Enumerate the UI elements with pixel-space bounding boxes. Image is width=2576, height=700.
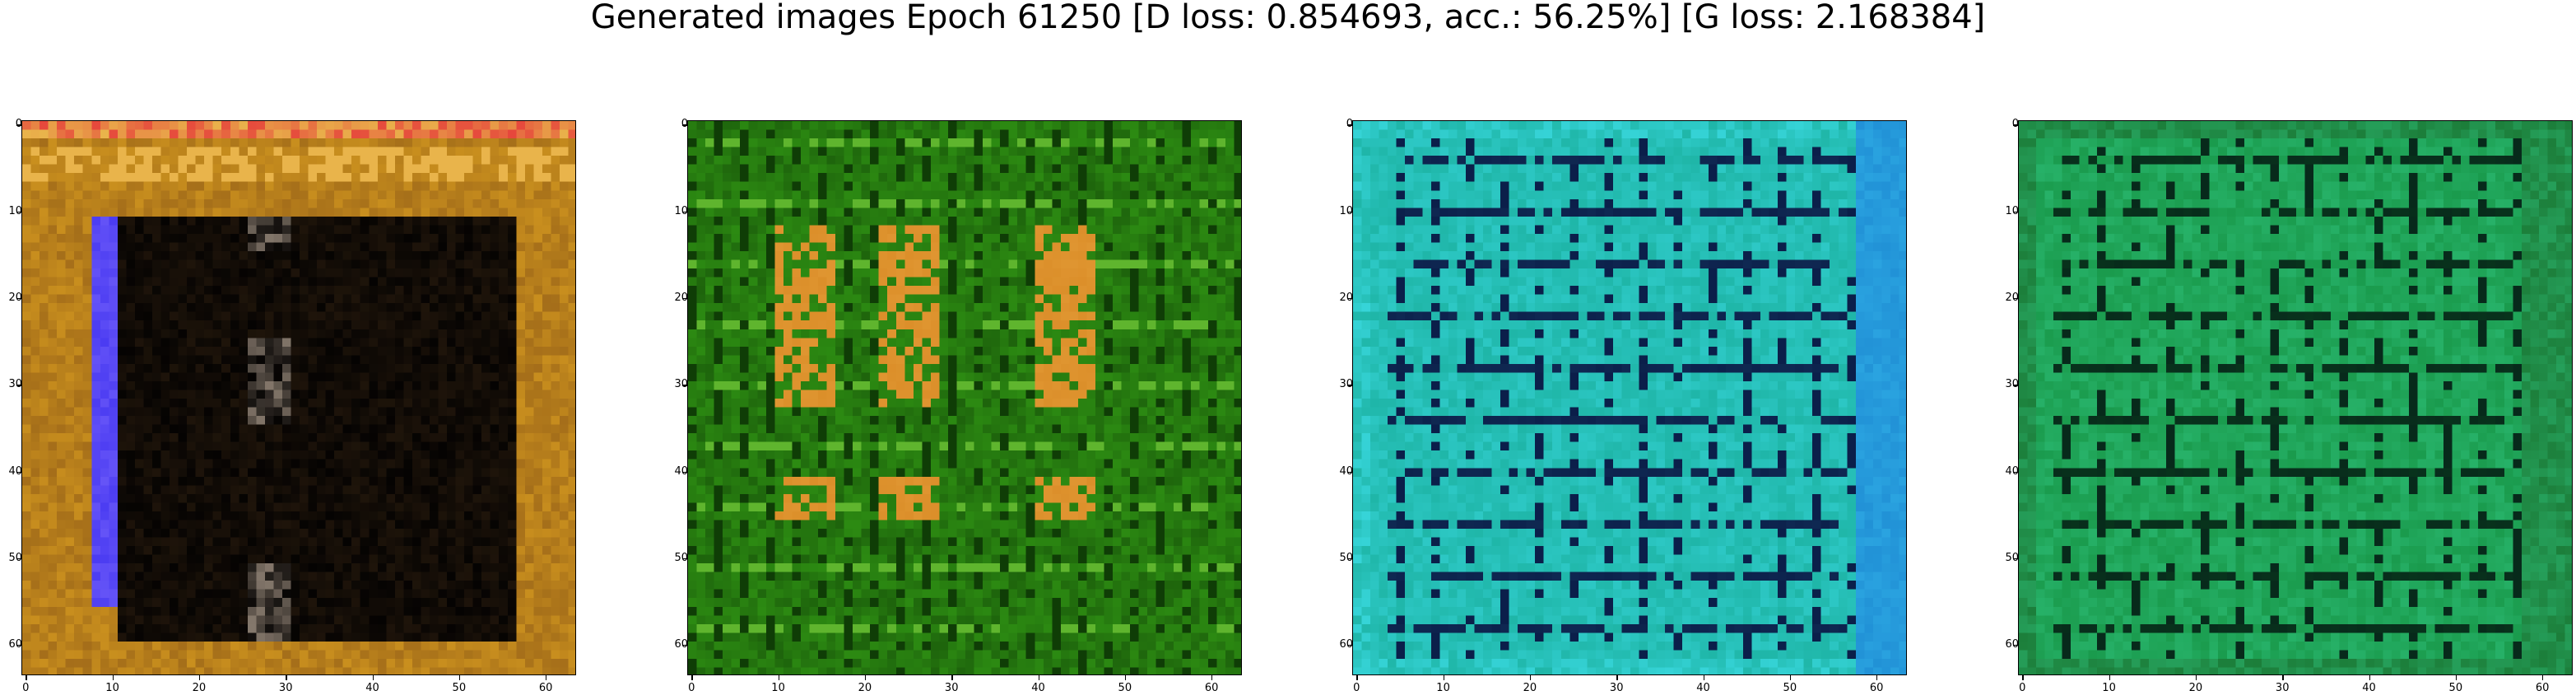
x-tick-label: 60 [2536,683,2550,694]
x-tick-mark [113,675,114,680]
image-axes [2018,120,2573,675]
y-tick-label: 10 [2005,206,2019,217]
x-tick-mark [1876,675,1877,680]
x-tick-mark [2369,675,2370,680]
x-tick-label: 10 [771,683,785,694]
x-tick-label: 30 [2276,683,2290,694]
x-tick-label: 10 [105,683,119,694]
x-tick-label: 60 [1870,683,1884,694]
y-tick-label: 30 [8,379,22,390]
y-tick-label: 60 [8,639,22,651]
y-tick-label: 40 [2005,466,2019,478]
generated-image [22,121,576,675]
x-tick-label: 0 [2019,683,2025,694]
x-tick-mark [199,675,200,680]
x-tick-label: 50 [453,683,467,694]
y-tick-label: 40 [8,466,22,478]
x-tick-mark [865,675,866,680]
y-tick-label: 20 [1339,292,1353,304]
y-tick-label: 60 [674,639,688,651]
x-tick-label: 0 [688,683,695,694]
y-tick-label: 50 [674,553,688,564]
x-tick-label: 50 [1783,683,1797,694]
x-tick-label: 0 [1353,683,1360,694]
x-tick-mark [951,675,952,680]
generated-image [2019,121,2573,675]
y-tick-label: 50 [1339,553,1353,564]
x-tick-mark [1790,675,1791,680]
generated-image [688,121,1242,675]
y-tick-label: 10 [8,206,22,217]
y-tick-label: 20 [2005,292,2019,304]
figure-title: Generated images Epoch 61250 [D loss: 0.… [0,0,2576,35]
x-tick-label: 60 [1205,683,1219,694]
y-tick-label: 10 [674,206,688,217]
y-tick-label: 50 [2005,553,2019,564]
image-axes [21,120,576,675]
x-tick-mark [459,675,460,680]
x-tick-label: 30 [1610,683,1624,694]
x-tick-label: 50 [2449,683,2463,694]
x-tick-label: 40 [1031,683,1045,694]
x-tick-label: 20 [858,683,872,694]
y-tick-label: 30 [2005,379,2019,390]
x-tick-label: 40 [1696,683,1710,694]
x-tick-label: 30 [279,683,293,694]
x-tick-label: 10 [2102,683,2116,694]
x-tick-mark [2456,675,2457,680]
y-tick-label: 40 [1339,466,1353,478]
y-tick-label: 0 [16,119,22,130]
x-tick-mark [1530,675,1531,680]
x-tick-label: 50 [1118,683,1132,694]
y-tick-label: 0 [2012,119,2019,130]
x-tick-mark [2542,675,2543,680]
x-tick-mark [2282,675,2283,680]
x-tick-mark [1125,675,1126,680]
y-tick-label: 30 [1339,379,1353,390]
y-tick-label: 10 [1339,206,1353,217]
x-tick-label: 0 [22,683,29,694]
x-tick-label: 20 [193,683,207,694]
y-tick-label: 20 [674,292,688,304]
y-tick-label: 0 [1346,119,1353,130]
x-tick-mark [1211,675,1212,680]
x-tick-label: 40 [2362,683,2376,694]
y-tick-label: 50 [8,553,22,564]
image-axes [1352,120,1907,675]
y-tick-label: 0 [681,119,688,130]
x-tick-mark [691,675,692,680]
image-axes [687,120,1242,675]
x-tick-mark [1616,675,1617,680]
y-tick-label: 20 [8,292,22,304]
x-tick-label: 20 [1523,683,1537,694]
x-tick-mark [373,675,374,680]
x-tick-mark [2196,675,2197,680]
y-tick-label: 60 [2005,639,2019,651]
y-tick-label: 40 [674,466,688,478]
x-tick-mark [1356,675,1357,680]
x-tick-mark [2022,675,2023,680]
y-tick-label: 30 [674,379,688,390]
x-tick-label: 30 [945,683,959,694]
x-tick-mark [2109,675,2110,680]
x-tick-label: 40 [365,683,379,694]
generated-image [1353,121,1907,675]
x-tick-label: 20 [2189,683,2203,694]
x-tick-label: 60 [539,683,553,694]
x-tick-label: 10 [1436,683,1450,694]
y-tick-label: 60 [1339,639,1353,651]
